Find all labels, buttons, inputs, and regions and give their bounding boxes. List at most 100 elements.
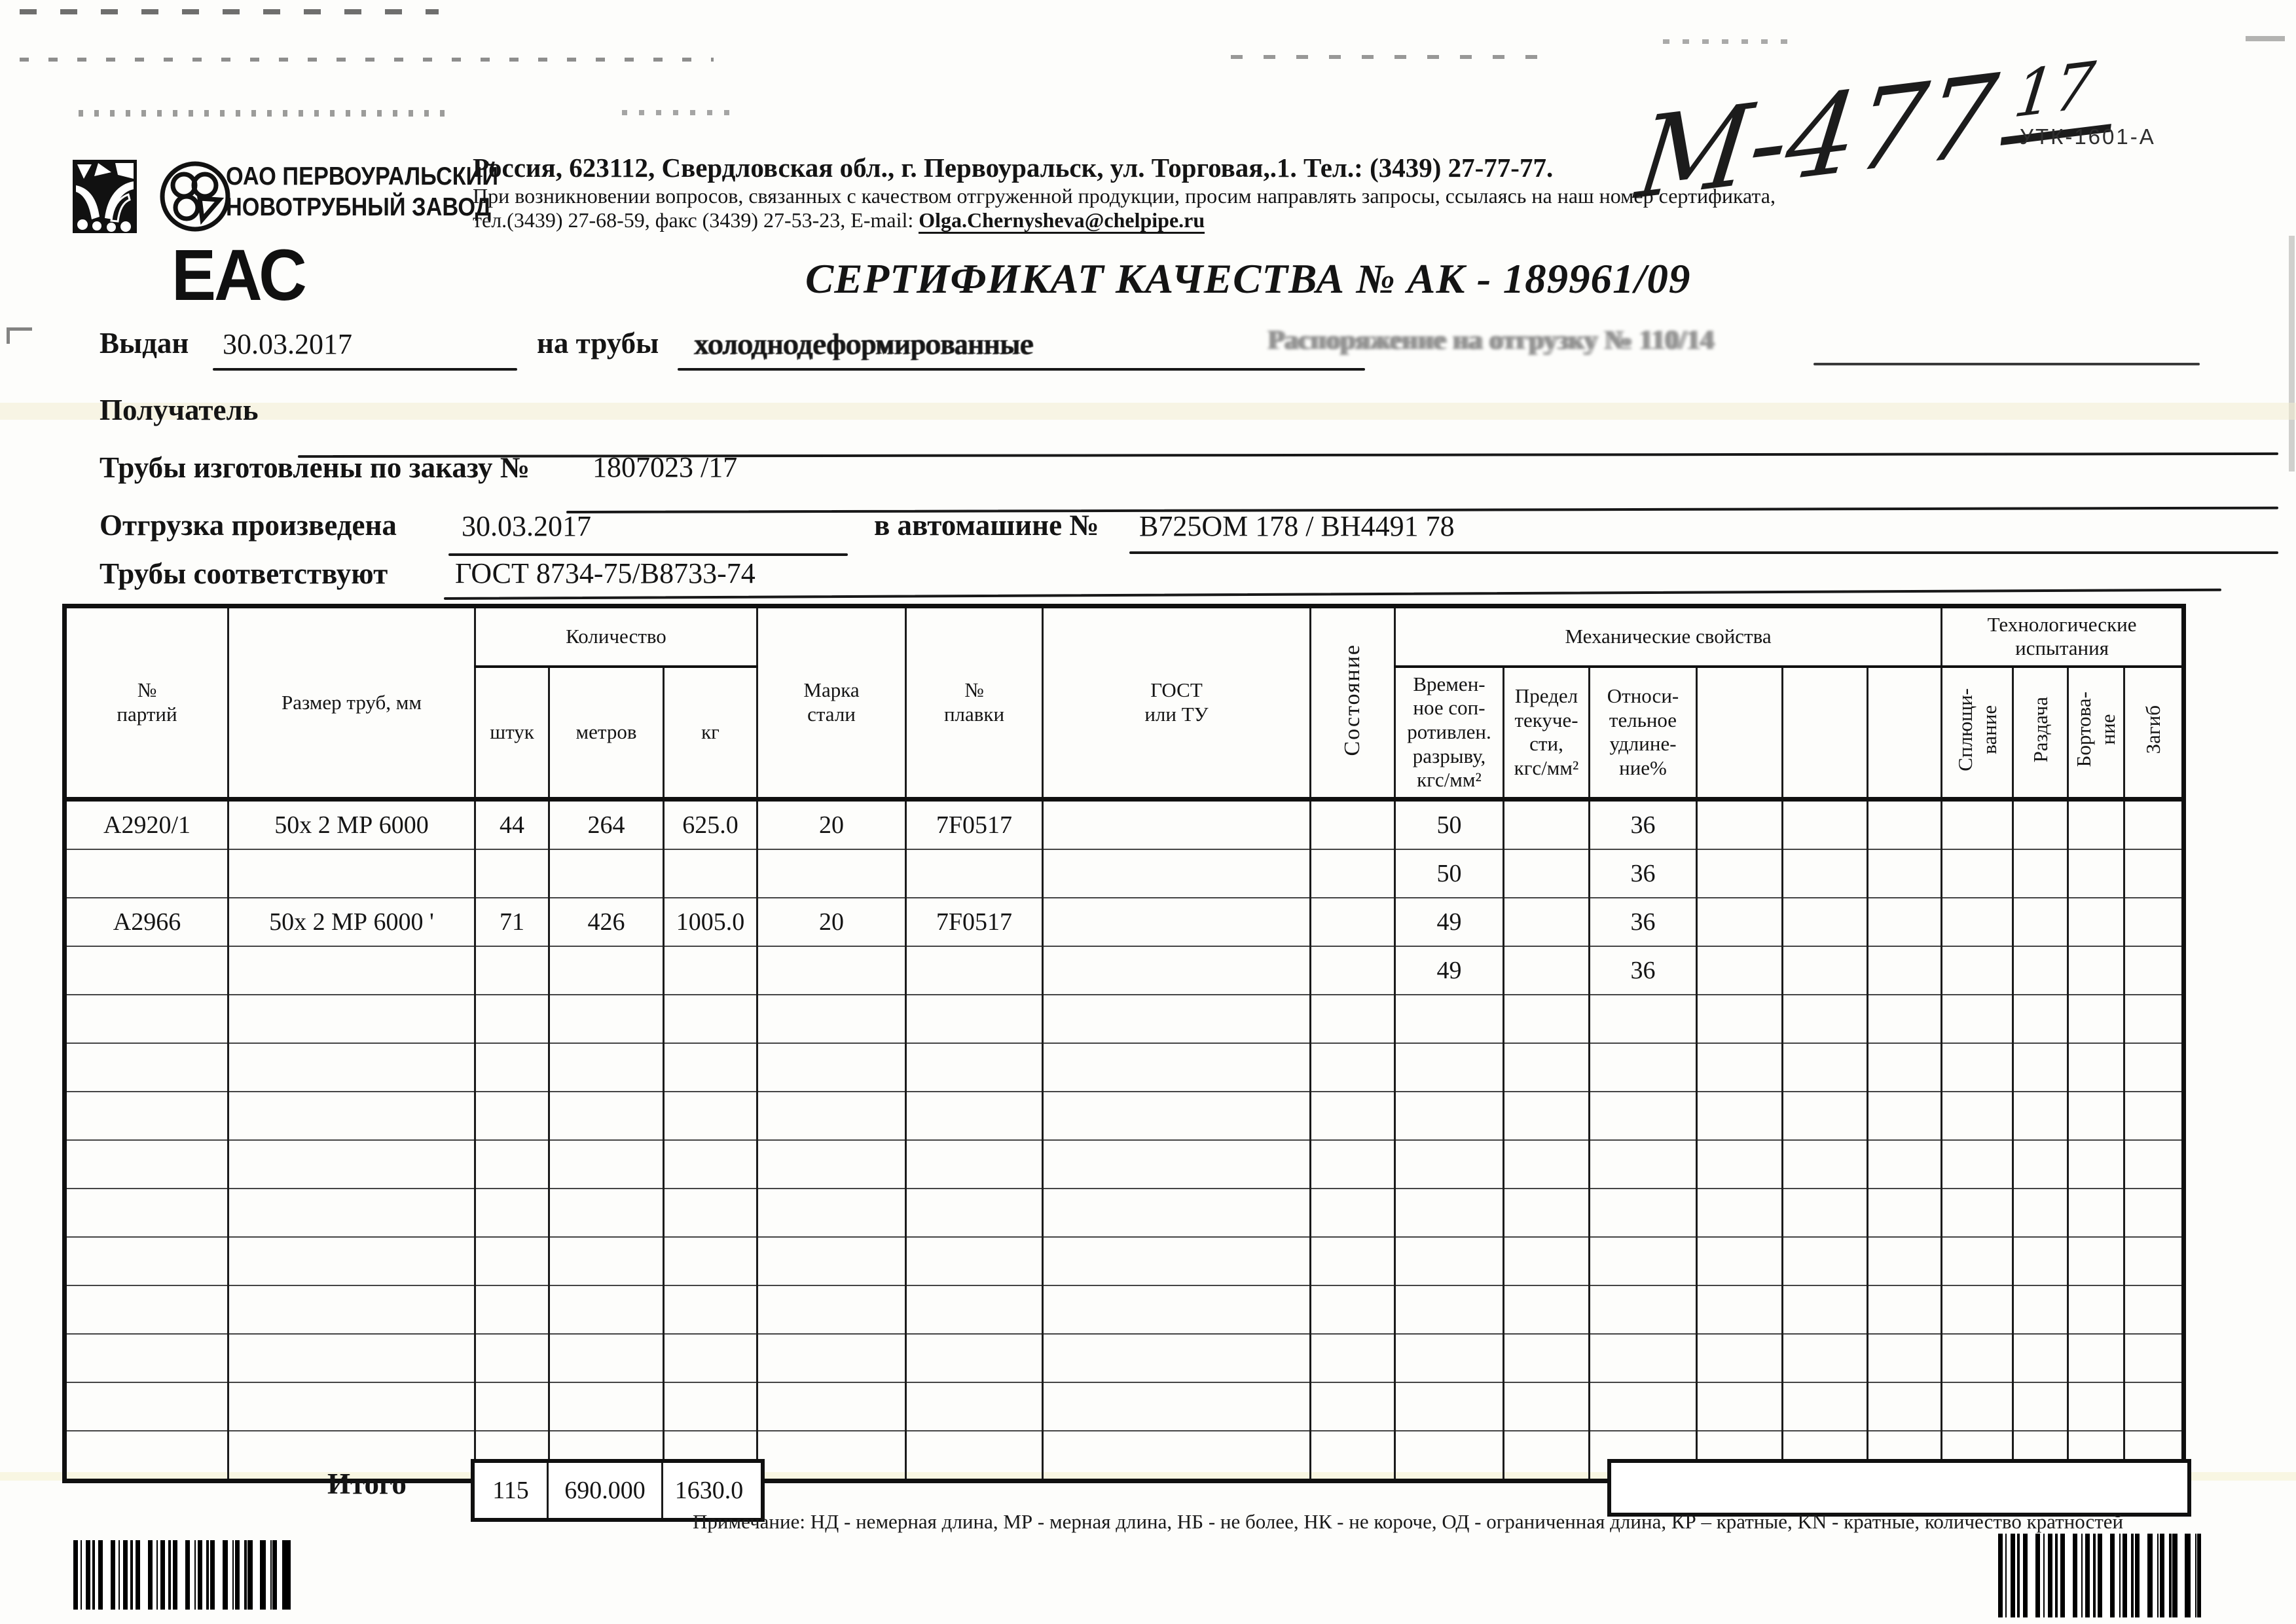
total-meters: 690.000 bbox=[547, 1463, 661, 1518]
total-pieces: 115 bbox=[492, 1477, 529, 1504]
table-cell bbox=[905, 1285, 1043, 1334]
underline bbox=[1129, 551, 2278, 554]
table-cell bbox=[474, 849, 549, 898]
table-cell bbox=[1042, 1188, 1311, 1237]
table-cell bbox=[1588, 1382, 1697, 1431]
table-cell bbox=[64, 946, 228, 995]
table-cell bbox=[2012, 1285, 2068, 1334]
table-cell bbox=[1309, 799, 1395, 849]
table-cell bbox=[2123, 1091, 2184, 1140]
table-cell bbox=[2123, 1043, 2184, 1092]
table-cell bbox=[2067, 799, 2124, 849]
table-cell bbox=[1042, 849, 1311, 898]
table-cell bbox=[2012, 994, 2068, 1043]
table-cell bbox=[1042, 799, 1311, 849]
table-cell bbox=[663, 1139, 757, 1189]
table-cell bbox=[1941, 1236, 2013, 1285]
scan-noise bbox=[1231, 55, 1545, 59]
table-cell bbox=[905, 1043, 1043, 1092]
table-cell bbox=[1309, 849, 1395, 898]
table-cell bbox=[64, 1333, 228, 1382]
col-header-pieces: штук bbox=[474, 666, 549, 800]
scan-highlight-band bbox=[0, 403, 2296, 420]
table-cell bbox=[1309, 1430, 1395, 1481]
table-cell bbox=[663, 1043, 757, 1092]
table-cell bbox=[663, 946, 757, 995]
table-cell bbox=[2012, 1043, 2068, 1092]
table-row bbox=[64, 1285, 2184, 1334]
table-cell bbox=[2012, 1382, 2068, 1431]
table-cell bbox=[2067, 1333, 2124, 1382]
table-cell bbox=[1781, 1382, 1868, 1431]
table-cell: 1005.0 bbox=[663, 897, 757, 946]
table-cell bbox=[1941, 1285, 2013, 1334]
table-cell bbox=[1309, 946, 1395, 995]
table-cell bbox=[227, 1091, 475, 1140]
table-cell bbox=[1588, 1091, 1697, 1140]
eac-mark: ЕАС bbox=[172, 234, 307, 316]
col-group-quantity: Количество bbox=[474, 606, 757, 668]
table-cell bbox=[1503, 1382, 1590, 1431]
table-cell bbox=[227, 1188, 475, 1237]
table-cell bbox=[1696, 1139, 1783, 1189]
total-kg: 1630.0 bbox=[661, 1463, 755, 1518]
table-cell bbox=[1503, 1188, 1590, 1237]
table-cell: 426 bbox=[548, 897, 664, 946]
table-cell bbox=[1394, 1236, 1504, 1285]
pipes-type-value: холоднодеформированные bbox=[694, 328, 1034, 360]
col-header-heat-number: № плавки bbox=[905, 606, 1043, 800]
table-cell bbox=[64, 1139, 228, 1189]
col-header-state: Состояние bbox=[1309, 606, 1395, 800]
table-row bbox=[64, 1188, 2184, 1237]
barcode-right bbox=[1998, 1534, 2201, 1617]
state-rotated-label: Состояние bbox=[1339, 643, 1364, 756]
table-cell: 49 bbox=[1394, 946, 1504, 995]
table-cell bbox=[905, 994, 1043, 1043]
table-cell bbox=[548, 849, 664, 898]
factory-emblem-icon bbox=[73, 160, 137, 233]
table-cell: 20 bbox=[756, 799, 906, 849]
table-cell bbox=[1394, 1333, 1504, 1382]
table-cell bbox=[2012, 849, 2068, 898]
table-cell bbox=[474, 1188, 549, 1237]
contact-line: тел.(3439) 27-68-59, факс (3439) 27-53-2… bbox=[473, 208, 1205, 234]
table-cell bbox=[2123, 799, 2184, 849]
col-group-mechanical: Механические свойства bbox=[1393, 606, 1942, 668]
table-cell bbox=[756, 1139, 906, 1189]
table-cell bbox=[1394, 1382, 1504, 1431]
table-cell bbox=[2067, 849, 2124, 898]
table-cell: 44 bbox=[474, 799, 549, 849]
table-cell bbox=[2012, 1333, 2068, 1382]
table-cell: 71 bbox=[474, 897, 549, 946]
table-cell: 7F0517 bbox=[905, 897, 1043, 946]
table-cell bbox=[1503, 1333, 1590, 1382]
table-cell bbox=[1941, 994, 2013, 1043]
table-cell bbox=[663, 849, 757, 898]
standard-value: ГОСТ 8734-75/В8733-74 bbox=[455, 557, 756, 589]
table-cell bbox=[1042, 1285, 1311, 1334]
barcode-left bbox=[73, 1540, 293, 1610]
table-cell bbox=[474, 994, 549, 1043]
table-cell bbox=[2123, 1333, 2184, 1382]
table-cell bbox=[1781, 1043, 1868, 1092]
table-cell bbox=[905, 1236, 1043, 1285]
table-cell bbox=[2067, 897, 2124, 946]
table-cell bbox=[1781, 1188, 1868, 1237]
table-cell bbox=[1781, 1285, 1868, 1334]
table-cell bbox=[227, 1333, 475, 1382]
table-cell bbox=[548, 1333, 664, 1382]
table-cell bbox=[1309, 1043, 1395, 1092]
table-row: А2966 50x 2 МР 6000 ' 71 426 1005.0 20 7F0517 4… bbox=[64, 897, 2184, 946]
table-cell: А2920/1 bbox=[64, 799, 228, 849]
table-cell bbox=[1696, 946, 1783, 995]
table-cell bbox=[548, 946, 664, 995]
col-header-flattening: Сплющи- вание bbox=[1941, 666, 2013, 800]
expanding-rotated-label: Раздача bbox=[2028, 696, 2052, 763]
table-cell bbox=[1866, 1139, 1942, 1189]
table-cell bbox=[1503, 1043, 1590, 1092]
underline bbox=[443, 588, 2221, 600]
col-header-batch: № партий bbox=[64, 606, 228, 800]
table-cell bbox=[905, 1333, 1043, 1382]
table-cell bbox=[663, 994, 757, 1043]
table-cell bbox=[1588, 1285, 1697, 1334]
